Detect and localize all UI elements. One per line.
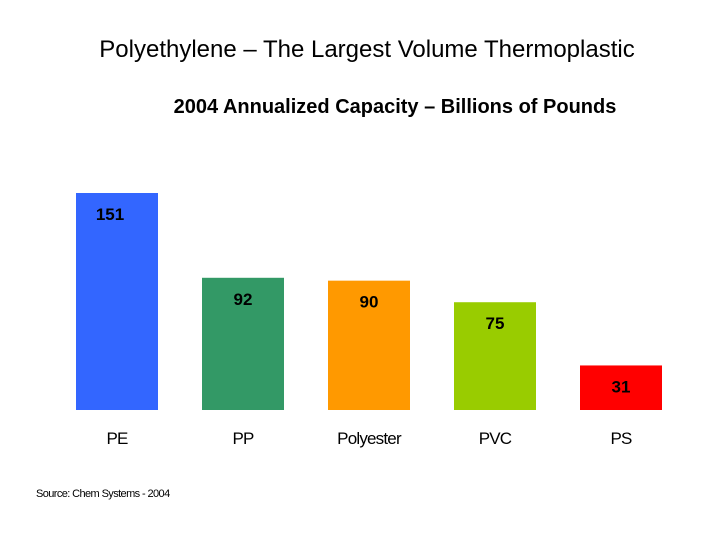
bar-ps <box>580 365 662 410</box>
value-label-ps: 31 <box>612 377 631 396</box>
category-label-ps: PS <box>610 429 632 448</box>
category-label-pvc: PVC <box>479 429 512 448</box>
value-label-polyester: 90 <box>360 293 379 312</box>
bar-polyester <box>328 280 410 410</box>
category-label-polyester: Polyester <box>337 429 402 448</box>
category-label-pe: PE <box>106 429 128 448</box>
value-label-pe: 151 <box>96 205 124 224</box>
chart-title: 2004 Annualized Capacity – Billions of P… <box>173 96 617 118</box>
bar-pvc <box>454 302 536 410</box>
source-note: Source: Chem Systems - 2004 <box>36 488 170 500</box>
bar-pe <box>76 193 158 410</box>
slide-title: Polyethylene – The Largest Volume Thermo… <box>99 36 635 63</box>
value-label-pvc: 75 <box>486 314 505 333</box>
bar-pp <box>202 277 284 410</box>
category-label-pp: PP <box>232 429 254 448</box>
value-label-pp: 92 <box>234 290 253 309</box>
